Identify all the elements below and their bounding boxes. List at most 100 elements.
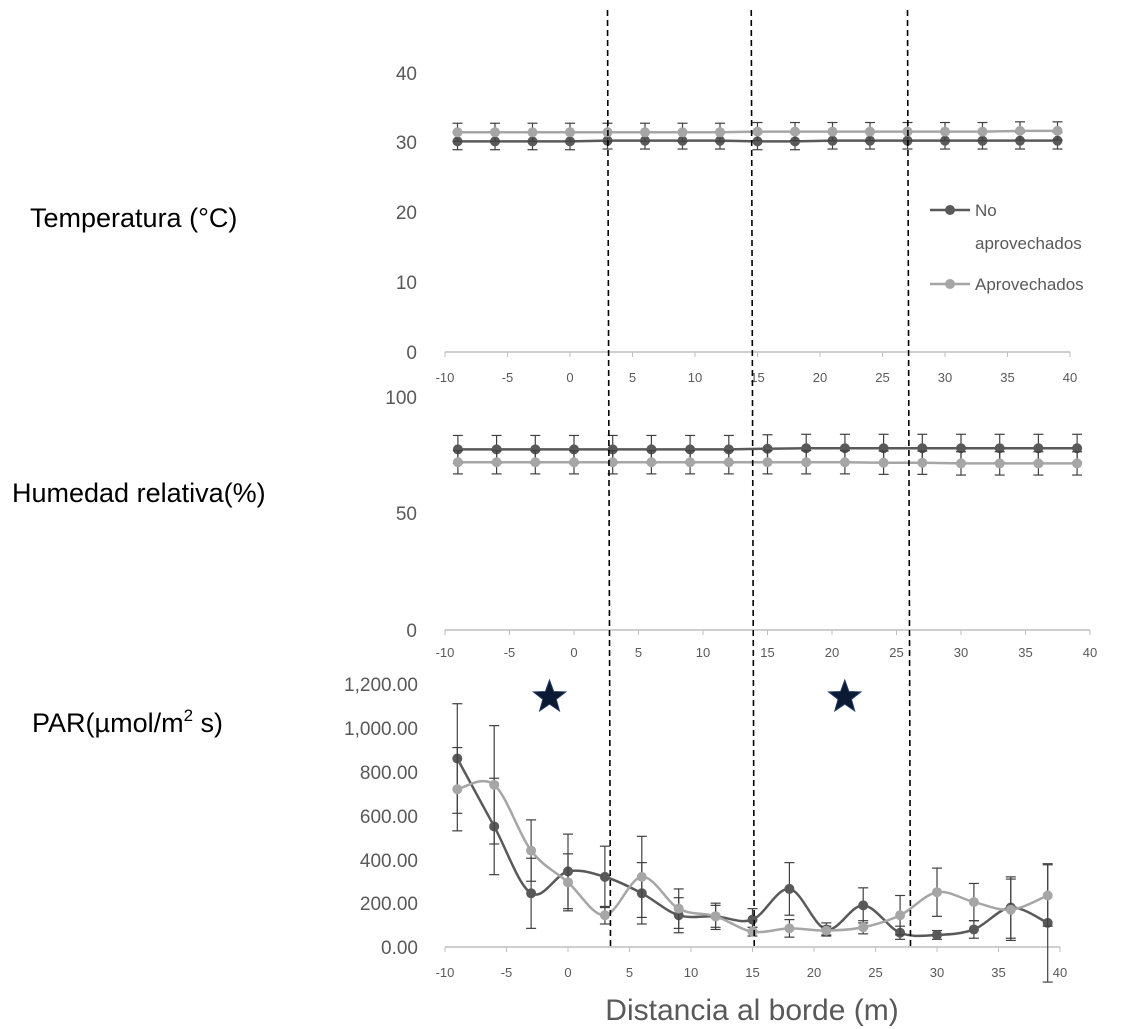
data-point-no-aprovechados: [685, 444, 696, 455]
boundary-line: [906, 9, 912, 949]
y-tick-label: 400.00: [360, 851, 418, 872]
data-point-no-aprovechados: [646, 444, 657, 455]
data-point-aprovechados: [490, 127, 500, 138]
x-tick-label: 15: [760, 645, 774, 660]
x-tick-label: 0: [570, 645, 577, 660]
y-tick-label: 800.00: [360, 763, 418, 784]
data-point-no-aprovechados: [752, 136, 763, 147]
data-point-aprovechados: [747, 926, 758, 937]
data-point-no-aprovechados: [607, 444, 618, 455]
data-point-no-aprovechados: [526, 888, 537, 899]
data-point-aprovechados: [1042, 890, 1053, 901]
y-tick-label: 1,200.00: [344, 675, 418, 696]
data-point-aprovechados: [839, 457, 850, 468]
edge-zone-boundaries: [606, 9, 912, 949]
x-tick-label: 25: [868, 965, 882, 980]
x-tick-label: 35: [991, 965, 1005, 980]
data-point-no-aprovechados: [491, 444, 502, 455]
data-point-aprovechados: [452, 457, 463, 468]
data-point-aprovechados: [752, 126, 763, 137]
x-tick-label: 10: [684, 965, 698, 980]
y-tick-label: 20: [396, 203, 417, 224]
data-point-no-aprovechados: [452, 444, 463, 455]
y-tick-label: 1,000.00: [344, 719, 418, 740]
y-tick-label: 0: [406, 621, 417, 642]
data-point-aprovechados: [526, 845, 537, 856]
data-point-aprovechados: [677, 127, 688, 138]
legend-label-no-aprovechados-line2: aprovechados: [975, 234, 1082, 253]
data-point-aprovechados: [1072, 458, 1083, 469]
y-tick-label: 0: [406, 343, 417, 364]
data-point-aprovechados: [710, 911, 721, 922]
x-tick-label: 25: [889, 645, 903, 660]
data-point-no-aprovechados: [762, 443, 773, 454]
x-tick-label: -5: [504, 645, 516, 660]
data-point-aprovechados: [563, 877, 573, 888]
data-point-aprovechados: [878, 457, 889, 468]
data-point-aprovechados: [673, 903, 684, 914]
y-tick-label: 30: [396, 133, 417, 154]
temperature-panel: -10 -5 0 5 10 15 20 25 30 35 40 0 10 20 30 40: [396, 64, 1077, 385]
humidity-axis-label: Humedad relativa(%): [12, 478, 266, 508]
x-tick-label: 0: [564, 965, 571, 980]
data-point-aprovechados: [640, 127, 650, 138]
data-point-aprovechados: [865, 126, 875, 137]
x-tick-label: -10: [436, 965, 455, 980]
data-point-aprovechados: [790, 126, 800, 137]
x-tick-label: 40: [1083, 645, 1097, 660]
legend-label-aprovechados: Aprovechados: [975, 275, 1084, 294]
data-point-aprovechados: [565, 127, 575, 138]
x-tick-label: 30: [930, 965, 944, 980]
data-point-no-aprovechados: [784, 883, 795, 894]
legend-marker-aprovechados: [945, 279, 955, 289]
x-tick-label: 30: [954, 645, 968, 660]
data-point-aprovechados: [956, 458, 966, 469]
data-point-aprovechados: [784, 923, 795, 934]
x-tick-label: 25: [875, 370, 889, 385]
data-point-aprovechados: [821, 925, 832, 936]
y-tick-label: 0.00: [381, 938, 418, 959]
data-point-aprovechados: [977, 126, 988, 137]
x-tick-label: 10: [696, 645, 710, 660]
par-axis-label: PAR(µmol/m2 s): [32, 706, 223, 738]
legend-marker-no-aprovechados: [945, 205, 955, 215]
legend-label-no-aprovechados-line1: No: [975, 201, 997, 220]
y-tick-label: 600.00: [360, 807, 418, 828]
boundary-line: [750, 9, 756, 949]
data-point-aprovechados: [527, 127, 538, 138]
data-point-aprovechados: [1015, 125, 1025, 136]
x-tick-label: 40: [1063, 370, 1077, 385]
data-point-aprovechados: [1033, 458, 1044, 469]
data-point-no-aprovechados: [956, 443, 966, 454]
star-annotation: [827, 678, 863, 713]
data-point-no-aprovechados: [1052, 135, 1063, 146]
x-tick-label: 5: [626, 965, 633, 980]
data-point-aprovechados: [895, 910, 906, 921]
data-point-aprovechados: [801, 457, 812, 468]
x-tick-label: 35: [1018, 645, 1032, 660]
x-tick-label: 30: [938, 370, 952, 385]
data-point-aprovechados: [932, 887, 942, 898]
data-point-no-aprovechados: [790, 136, 800, 147]
data-point-aprovechados: [1005, 904, 1016, 915]
y-tick-label: 200.00: [360, 894, 418, 915]
x-tick-label: 5: [629, 370, 636, 385]
star-annotation: [532, 678, 568, 713]
data-point-no-aprovechados: [994, 443, 1005, 454]
x-tick-label: -5: [501, 965, 513, 980]
data-point-no-aprovechados: [723, 444, 734, 455]
y-tick-label: 40: [396, 64, 417, 85]
data-point-aprovechados: [715, 127, 725, 138]
x-tick-label: 20: [807, 965, 821, 980]
data-point-aprovechados: [968, 897, 979, 908]
data-point-no-aprovechados: [569, 444, 579, 455]
x-tick-label: -10: [436, 645, 455, 660]
x-tick-label: 40: [1053, 965, 1067, 980]
data-point-aprovechados: [646, 457, 657, 468]
data-point-no-aprovechados: [1072, 443, 1083, 454]
data-point-no-aprovechados: [968, 924, 979, 935]
data-point-aprovechados: [723, 457, 734, 468]
data-point-aprovechados: [489, 779, 500, 790]
boundary-line: [606, 9, 612, 949]
